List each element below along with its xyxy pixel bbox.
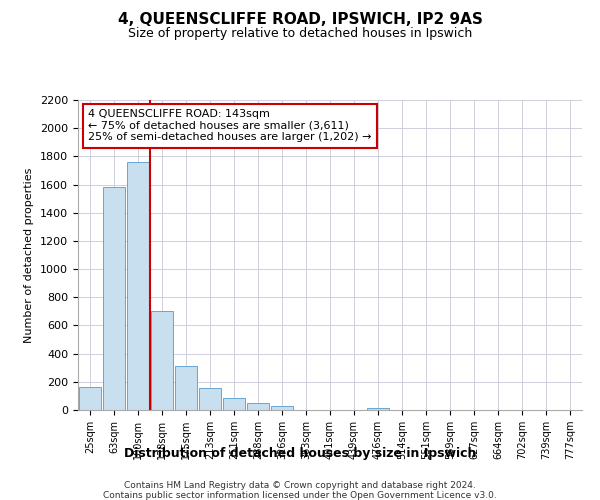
Text: Contains public sector information licensed under the Open Government Licence v3: Contains public sector information licen… (103, 491, 497, 500)
Bar (151, 312, 173, 410)
Bar (199, 388, 221, 410)
Bar (175, 366, 197, 410)
Bar (223, 398, 245, 410)
Text: 4, QUEENSCLIFFE ROAD, IPSWICH, IP2 9AS: 4, QUEENSCLIFFE ROAD, IPSWICH, IP2 9AS (118, 12, 482, 28)
Bar (79, 388, 101, 410)
Bar (271, 406, 293, 410)
Text: Size of property relative to detached houses in Ipswich: Size of property relative to detached ho… (128, 28, 472, 40)
Text: Contains HM Land Registry data © Crown copyright and database right 2024.: Contains HM Land Registry data © Crown c… (124, 481, 476, 490)
Bar (367, 408, 389, 410)
Bar (103, 186, 125, 410)
Bar (247, 403, 269, 410)
Bar (127, 162, 149, 410)
Text: Distribution of detached houses by size in Ipswich: Distribution of detached houses by size … (124, 448, 476, 460)
Text: 4 QUEENSCLIFFE ROAD: 143sqm
← 75% of detached houses are smaller (3,611)
25% of : 4 QUEENSCLIFFE ROAD: 143sqm ← 75% of det… (88, 110, 371, 142)
Y-axis label: Number of detached properties: Number of detached properties (25, 168, 34, 342)
